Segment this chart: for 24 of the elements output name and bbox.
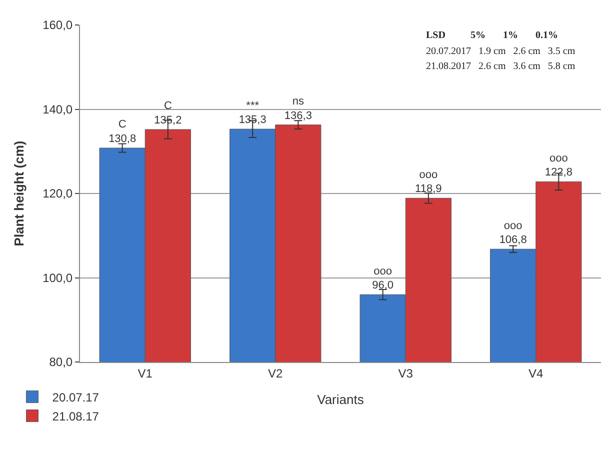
- y-tick-label: 120,0: [42, 186, 73, 201]
- data-label: ooo 96,0: [372, 265, 394, 292]
- annotation: 20.07.2017 1.9 cm 2.6 cm 3.5 cm: [426, 46, 576, 57]
- annotation: LSD 5% 1% 0.1%: [426, 30, 558, 41]
- y-tick-label: 100,0: [42, 270, 73, 285]
- x-tick-label: V1: [138, 366, 153, 380]
- y-axis-title: Plant height (cm): [12, 140, 27, 246]
- data-label: ooo 106,8: [499, 220, 527, 246]
- data-label: C 130,8: [108, 118, 136, 145]
- y-tick-label: 80,0: [49, 355, 73, 370]
- x-tick-label: V3: [398, 366, 414, 380]
- data-label: C 135,2: [154, 100, 182, 126]
- data-label: ooo 122,8: [544, 152, 572, 179]
- y-tick-label: 160,0: [42, 18, 73, 32]
- y-tick-label: 140,0: [42, 102, 73, 116]
- annotation: 21.08.2017 2.6 cm 3.6 cm 5.8 cm: [426, 61, 576, 72]
- data-label: ns 136,3: [284, 96, 312, 122]
- legend-label: 21.08.17: [52, 409, 100, 424]
- x-tick-label: V4: [528, 366, 544, 380]
- legend-label: 20.07.17: [52, 390, 100, 404]
- data-label: *** 135,3: [238, 100, 266, 126]
- x-axis-title: Variants: [317, 392, 364, 407]
- data-label: ooo 118,9: [415, 168, 442, 196]
- x-tick-label: V2: [268, 366, 284, 380]
